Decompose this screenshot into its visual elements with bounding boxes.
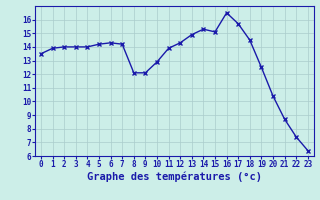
X-axis label: Graphe des températures (°c): Graphe des températures (°c) — [87, 172, 262, 182]
